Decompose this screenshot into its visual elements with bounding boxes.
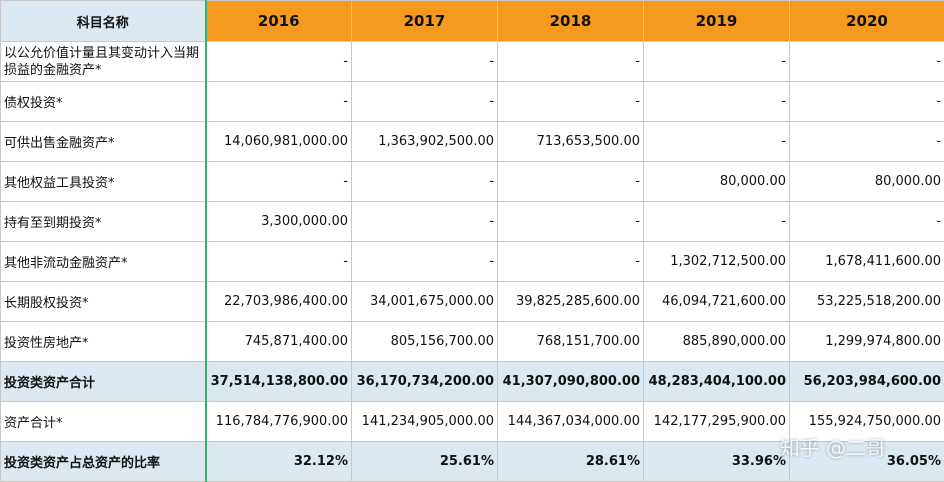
value-cell: 144,367,034,000.00	[498, 402, 644, 442]
value-cell: -	[352, 162, 498, 202]
value-cell: 32.12%	[206, 442, 352, 482]
table-row: 以公允价值计量且其变动计入当期损益的金融资产*-----	[1, 42, 944, 82]
value-cell: -	[206, 162, 352, 202]
value-cell: -	[790, 82, 944, 122]
header-year-cell: 2020	[790, 1, 944, 42]
value-cell: -	[790, 42, 944, 82]
header-year-cell: 2017	[352, 1, 498, 42]
table-body: 以公允价值计量且其变动计入当期损益的金融资产*-----债权投资*-----可供…	[1, 42, 944, 482]
value-cell: -	[498, 42, 644, 82]
value-cell: 80,000.00	[644, 162, 790, 202]
value-cell: -	[644, 42, 790, 82]
value-cell: 22,703,986,400.00	[206, 282, 352, 322]
value-cell: 1,678,411,600.00	[790, 242, 944, 282]
row-label-cell: 长期股权投资*	[1, 282, 206, 322]
value-cell: -	[352, 242, 498, 282]
value-cell: 33.96%	[644, 442, 790, 482]
value-cell: 14,060,981,000.00	[206, 122, 352, 162]
table-row: 债权投资*-----	[1, 82, 944, 122]
value-cell: 713,653,500.00	[498, 122, 644, 162]
value-cell: -	[790, 202, 944, 242]
value-cell: 36.05%	[790, 442, 944, 482]
value-cell: 141,234,905,000.00	[352, 402, 498, 442]
row-label-cell: 其他权益工具投资*	[1, 162, 206, 202]
row-label-cell: 投资类资产合计	[1, 362, 206, 402]
value-cell: -	[644, 82, 790, 122]
value-cell: -	[206, 42, 352, 82]
row-label-cell: 债权投资*	[1, 82, 206, 122]
value-cell: 39,825,285,600.00	[498, 282, 644, 322]
value-cell: 37,514,138,800.00	[206, 362, 352, 402]
value-cell: -	[498, 162, 644, 202]
value-cell: 34,001,675,000.00	[352, 282, 498, 322]
header-year-cell: 2016	[206, 1, 352, 42]
header-row: 科目名称 2016 2017 2018 2019 2020	[1, 1, 944, 42]
value-cell: -	[498, 82, 644, 122]
value-cell: 25.61%	[352, 442, 498, 482]
header-year-cell: 2018	[498, 1, 644, 42]
row-label-cell: 投资类资产占总资产的比率	[1, 442, 206, 482]
value-cell: -	[790, 122, 944, 162]
value-cell: 56,203,984,600.00	[790, 362, 944, 402]
value-cell: -	[206, 82, 352, 122]
row-label-cell: 其他非流动金融资产*	[1, 242, 206, 282]
value-cell: 46,094,721,600.00	[644, 282, 790, 322]
value-cell: 142,177,295,900.00	[644, 402, 790, 442]
header-year-cell: 2019	[644, 1, 790, 42]
value-cell: 805,156,700.00	[352, 322, 498, 362]
value-cell: -	[352, 82, 498, 122]
value-cell: -	[352, 202, 498, 242]
value-cell: -	[498, 202, 644, 242]
value-cell: 36,170,734,200.00	[352, 362, 498, 402]
value-cell: 48,283,404,100.00	[644, 362, 790, 402]
value-cell: -	[644, 202, 790, 242]
header-label-cell: 科目名称	[1, 1, 206, 42]
value-cell: 1,363,902,500.00	[352, 122, 498, 162]
row-label-cell: 投资性房地产*	[1, 322, 206, 362]
row-label-cell: 以公允价值计量且其变动计入当期损益的金融资产*	[1, 42, 206, 82]
row-label-cell: 可供出售金融资产*	[1, 122, 206, 162]
value-cell: -	[352, 42, 498, 82]
value-cell: 80,000.00	[790, 162, 944, 202]
value-cell: 155,924,750,000.00	[790, 402, 944, 442]
value-cell: 768,151,700.00	[498, 322, 644, 362]
value-cell: 1,299,974,800.00	[790, 322, 944, 362]
value-cell: 53,225,518,200.00	[790, 282, 944, 322]
value-cell: 1,302,712,500.00	[644, 242, 790, 282]
value-cell: 3,300,000.00	[206, 202, 352, 242]
value-cell: 745,871,400.00	[206, 322, 352, 362]
value-cell: 28.61%	[498, 442, 644, 482]
value-cell: 41,307,090,800.00	[498, 362, 644, 402]
value-cell: -	[206, 242, 352, 282]
value-cell: 885,890,000.00	[644, 322, 790, 362]
table-row: 持有至到期投资*3,300,000.00----	[1, 202, 944, 242]
row-label-cell: 资产合计*	[1, 402, 206, 442]
row-label-cell: 持有至到期投资*	[1, 202, 206, 242]
value-cell: 116,784,776,900.00	[206, 402, 352, 442]
value-cell: -	[498, 242, 644, 282]
value-cell: -	[644, 122, 790, 162]
